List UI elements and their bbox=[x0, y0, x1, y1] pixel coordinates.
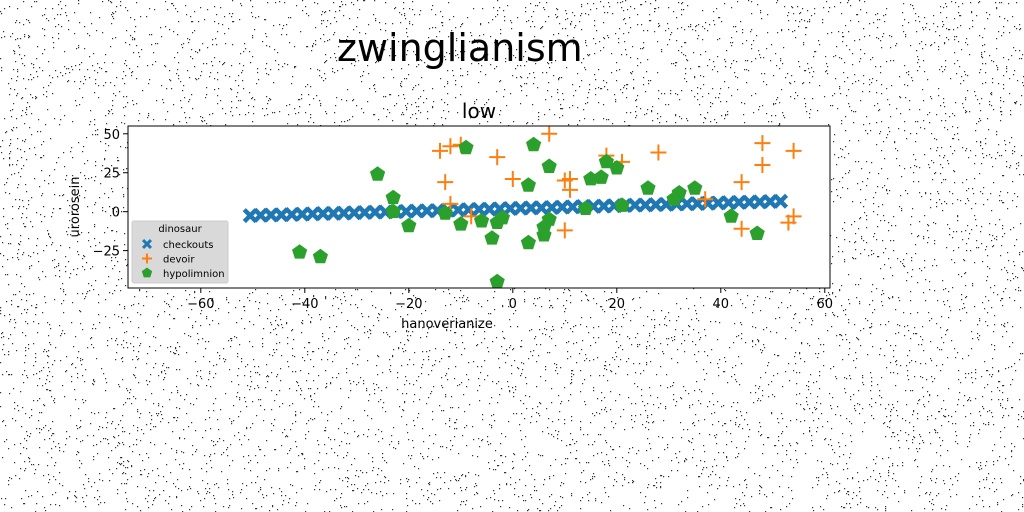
legend-label-checkouts: checkouts bbox=[163, 240, 214, 251]
x-tick-label: −60 bbox=[187, 297, 214, 312]
y-tick-label: 25 bbox=[103, 167, 120, 182]
legend-label-hypolimnion: hypolimnion bbox=[163, 269, 225, 280]
x-tick-label: 0 bbox=[509, 297, 517, 312]
x-axis-label: hanoverianize bbox=[401, 317, 493, 332]
x-tick-label: −40 bbox=[291, 297, 318, 312]
y-axis-label: urorosein bbox=[68, 177, 83, 238]
legend-title: dinosaur bbox=[158, 224, 202, 235]
y-tick-label: −25 bbox=[93, 245, 120, 260]
x-tick-label: 20 bbox=[609, 297, 626, 312]
legend-label-devoir: devoir bbox=[163, 255, 195, 266]
y-tick-label: 50 bbox=[103, 128, 120, 143]
legend: dinosaur checkouts devoir hypolimnion bbox=[132, 221, 228, 283]
x-tick-label: 40 bbox=[713, 297, 730, 312]
x-tick-label: −20 bbox=[395, 297, 422, 312]
chart-title: low bbox=[462, 99, 496, 123]
x-tick-label: 60 bbox=[817, 297, 834, 312]
y-tick-label: 0 bbox=[112, 206, 120, 221]
